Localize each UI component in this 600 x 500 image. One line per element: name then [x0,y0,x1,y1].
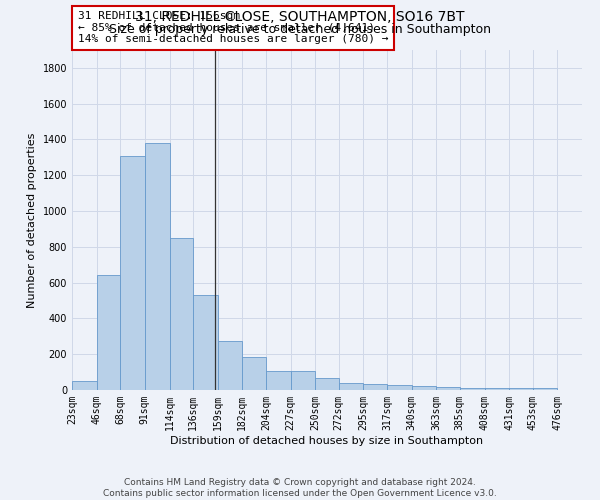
Bar [387,384,412,390]
Bar [242,357,266,390]
Bar [315,378,339,390]
Bar [266,371,290,390]
Bar [485,388,509,390]
Bar [364,384,387,390]
Text: 31, REDHILL CLOSE, SOUTHAMPTON, SO16 7BT: 31, REDHILL CLOSE, SOUTHAMPTON, SO16 7BT [135,10,465,24]
Bar [509,388,533,390]
Text: 31 REDHILL CLOSE: 156sqm
← 85% of detached houses are smaller (4,641)
14% of sem: 31 REDHILL CLOSE: 156sqm ← 85% of detach… [77,11,388,44]
Bar [436,388,460,390]
Bar [170,238,193,390]
Bar [97,276,120,390]
Bar [72,381,97,390]
Text: Contains HM Land Registry data © Crown copyright and database right 2024.
Contai: Contains HM Land Registry data © Crown c… [103,478,497,498]
Bar [145,143,170,390]
Bar [218,341,242,390]
Text: Size of property relative to detached houses in Southampton: Size of property relative to detached ho… [109,22,491,36]
Bar [290,371,315,390]
Y-axis label: Number of detached properties: Number of detached properties [27,132,37,308]
X-axis label: Distribution of detached houses by size in Southampton: Distribution of detached houses by size … [170,436,484,446]
Bar [533,388,557,390]
Bar [120,156,145,390]
Bar [460,388,485,390]
Bar [193,295,218,390]
Bar [339,383,364,390]
Bar [412,386,436,390]
